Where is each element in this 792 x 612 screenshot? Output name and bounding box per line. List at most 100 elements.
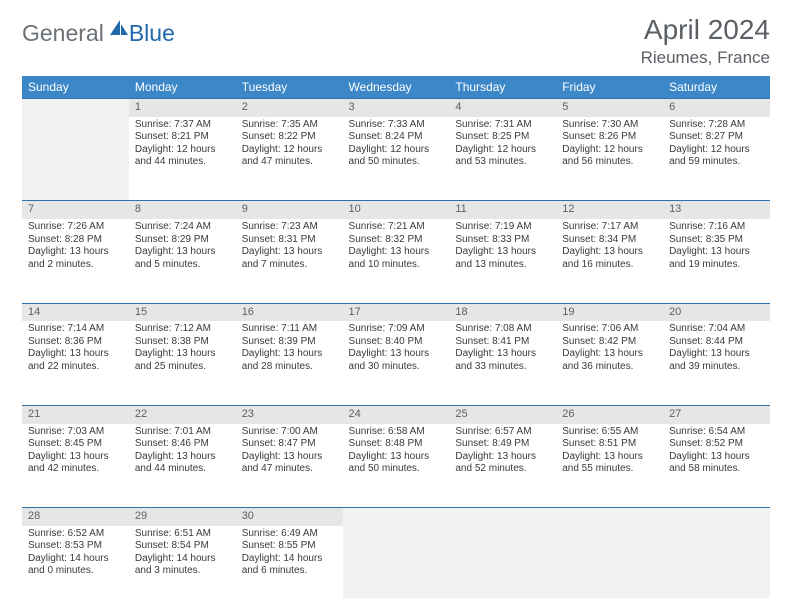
day-content-cell <box>663 526 770 598</box>
day-content-cell: Sunrise: 6:57 AMSunset: 8:49 PMDaylight:… <box>449 424 556 508</box>
day-number-cell: 7 <box>22 201 129 219</box>
weekday-header: Sunday <box>22 76 129 99</box>
sunrise-line: Sunrise: 7:26 AM <box>28 221 123 234</box>
daylight-line: Daylight: 13 hours and 36 minutes. <box>562 348 657 373</box>
daynum-row: 282930 <box>22 508 770 526</box>
sunrise-line: Sunrise: 7:03 AM <box>28 426 123 439</box>
day-content-cell: Sunrise: 7:33 AMSunset: 8:24 PMDaylight:… <box>343 117 450 201</box>
day-number-cell: 9 <box>236 201 343 219</box>
sunset-line: Sunset: 8:21 PM <box>135 131 230 144</box>
sunset-line: Sunset: 8:25 PM <box>455 131 550 144</box>
day-content-cell: Sunrise: 7:19 AMSunset: 8:33 PMDaylight:… <box>449 219 556 303</box>
day-number-cell: 8 <box>129 201 236 219</box>
sunset-line: Sunset: 8:51 PM <box>562 438 657 451</box>
page-title: April 2024 <box>641 14 770 46</box>
sunrise-line: Sunrise: 7:11 AM <box>242 323 337 336</box>
daylight-line: Daylight: 13 hours and 25 minutes. <box>135 348 230 373</box>
sunrise-line: Sunrise: 7:01 AM <box>135 426 230 439</box>
sunrise-line: Sunrise: 7:37 AM <box>135 119 230 132</box>
day-content-cell: Sunrise: 6:51 AMSunset: 8:54 PMDaylight:… <box>129 526 236 598</box>
sunset-line: Sunset: 8:40 PM <box>349 336 444 349</box>
daylight-line: Daylight: 13 hours and 2 minutes. <box>28 246 123 271</box>
daynum-row: 14151617181920 <box>22 303 770 321</box>
sunset-line: Sunset: 8:41 PM <box>455 336 550 349</box>
day-content-cell: Sunrise: 6:58 AMSunset: 8:48 PMDaylight:… <box>343 424 450 508</box>
sunrise-line: Sunrise: 7:35 AM <box>242 119 337 132</box>
sunrise-line: Sunrise: 7:00 AM <box>242 426 337 439</box>
sunset-line: Sunset: 8:36 PM <box>28 336 123 349</box>
daylight-line: Daylight: 12 hours and 53 minutes. <box>455 144 550 169</box>
day-number-cell: 22 <box>129 405 236 423</box>
day-content-cell: Sunrise: 7:31 AMSunset: 8:25 PMDaylight:… <box>449 117 556 201</box>
day-number-cell: 6 <box>663 99 770 117</box>
sunset-line: Sunset: 8:49 PM <box>455 438 550 451</box>
day-number-cell: 3 <box>343 99 450 117</box>
sunrise-line: Sunrise: 6:49 AM <box>242 528 337 541</box>
daylight-line: Daylight: 14 hours and 0 minutes. <box>28 553 123 578</box>
daylight-line: Daylight: 13 hours and 30 minutes. <box>349 348 444 373</box>
day-content-cell <box>449 526 556 598</box>
day-content-cell: Sunrise: 6:54 AMSunset: 8:52 PMDaylight:… <box>663 424 770 508</box>
sunset-line: Sunset: 8:34 PM <box>562 234 657 247</box>
daynum-row: 123456 <box>22 99 770 117</box>
sunrise-line: Sunrise: 7:19 AM <box>455 221 550 234</box>
title-block: April 2024 Rieumes, France <box>641 14 770 68</box>
sunrise-line: Sunrise: 7:31 AM <box>455 119 550 132</box>
sunrise-line: Sunrise: 7:30 AM <box>562 119 657 132</box>
day-number-cell: 2 <box>236 99 343 117</box>
day-number-cell: 12 <box>556 201 663 219</box>
day-number-cell: 26 <box>556 405 663 423</box>
sunrise-line: Sunrise: 6:55 AM <box>562 426 657 439</box>
day-number-cell <box>663 508 770 526</box>
daylight-line: Daylight: 13 hours and 5 minutes. <box>135 246 230 271</box>
weekday-header: Monday <box>129 76 236 99</box>
sunrise-line: Sunrise: 7:08 AM <box>455 323 550 336</box>
sunset-line: Sunset: 8:26 PM <box>562 131 657 144</box>
day-number-cell: 27 <box>663 405 770 423</box>
day-number-cell: 23 <box>236 405 343 423</box>
content-row: Sunrise: 7:03 AMSunset: 8:45 PMDaylight:… <box>22 424 770 508</box>
day-content-cell: Sunrise: 7:26 AMSunset: 8:28 PMDaylight:… <box>22 219 129 303</box>
sunrise-line: Sunrise: 6:57 AM <box>455 426 550 439</box>
daylight-line: Daylight: 13 hours and 44 minutes. <box>135 451 230 476</box>
content-row: Sunrise: 7:37 AMSunset: 8:21 PM Daylight:… <box>22 117 770 201</box>
content-row: Sunrise: 7:14 AMSunset: 8:36 PM Daylight:… <box>22 321 770 405</box>
logo-sail-icon <box>109 18 129 43</box>
daylight-line: Daylight: 13 hours and 52 minutes. <box>455 451 550 476</box>
daylight-line: Daylight: 13 hours and 42 minutes. <box>28 451 123 476</box>
daylight-line: Daylight: 13 hours and 58 minutes. <box>669 451 764 476</box>
sunrise-line: Sunrise: 7:16 AM <box>669 221 764 234</box>
day-content-cell: Sunrise: 7:21 AMSunset: 8:32 PMDaylight:… <box>343 219 450 303</box>
sunset-line: Sunset: 8:28 PM <box>28 234 123 247</box>
sunrise-line: Sunrise: 7:06 AM <box>562 323 657 336</box>
logo-text-blue: Blue <box>129 20 175 47</box>
sunset-line: Sunset: 8:44 PM <box>669 336 764 349</box>
daylight-line: Daylight: 13 hours and 7 minutes. <box>242 246 337 271</box>
day-content-cell: Sunrise: 7:28 AMSunset: 8:27 PMDaylight:… <box>663 117 770 201</box>
sunset-line: Sunset: 8:38 PM <box>135 336 230 349</box>
day-number-cell: 25 <box>449 405 556 423</box>
daylight-line: Daylight: 13 hours and 50 minutes. <box>349 451 444 476</box>
sunset-line: Sunset: 8:53 PM <box>28 540 123 553</box>
daylight-line: Daylight: 14 hours and 6 minutes. <box>242 553 337 578</box>
sunrise-line: Sunrise: 7:09 AM <box>349 323 444 336</box>
sunset-line: Sunset: 8:46 PM <box>135 438 230 451</box>
logo: General Blue <box>22 20 175 47</box>
daylight-line: Daylight: 13 hours and 16 minutes. <box>562 246 657 271</box>
daylight-line: Daylight: 13 hours and 28 minutes. <box>242 348 337 373</box>
sunset-line: Sunset: 8:48 PM <box>349 438 444 451</box>
sunset-line: Sunset: 8:42 PM <box>562 336 657 349</box>
sunset-line: Sunset: 8:35 PM <box>669 234 764 247</box>
sunrise-line: Sunrise: 7:14 AM <box>28 323 123 336</box>
weekday-header: Tuesday <box>236 76 343 99</box>
sunset-line: Sunset: 8:55 PM <box>242 540 337 553</box>
sunset-line: Sunset: 8:22 PM <box>242 131 337 144</box>
sunrise-line: Sunrise: 7:04 AM <box>669 323 764 336</box>
day-content-cell: Sunrise: 7:00 AMSunset: 8:47 PMDaylight:… <box>236 424 343 508</box>
day-content-cell: Sunrise: 7:11 AMSunset: 8:39 PMDaylight:… <box>236 321 343 405</box>
day-number-cell: 14 <box>22 303 129 321</box>
day-content-cell: Sunrise: 7:03 AMSunset: 8:45 PMDaylight:… <box>22 424 129 508</box>
sunset-line: Sunset: 8:54 PM <box>135 540 230 553</box>
sunset-line: Sunset: 8:52 PM <box>669 438 764 451</box>
sunrise-line: Sunrise: 6:52 AM <box>28 528 123 541</box>
